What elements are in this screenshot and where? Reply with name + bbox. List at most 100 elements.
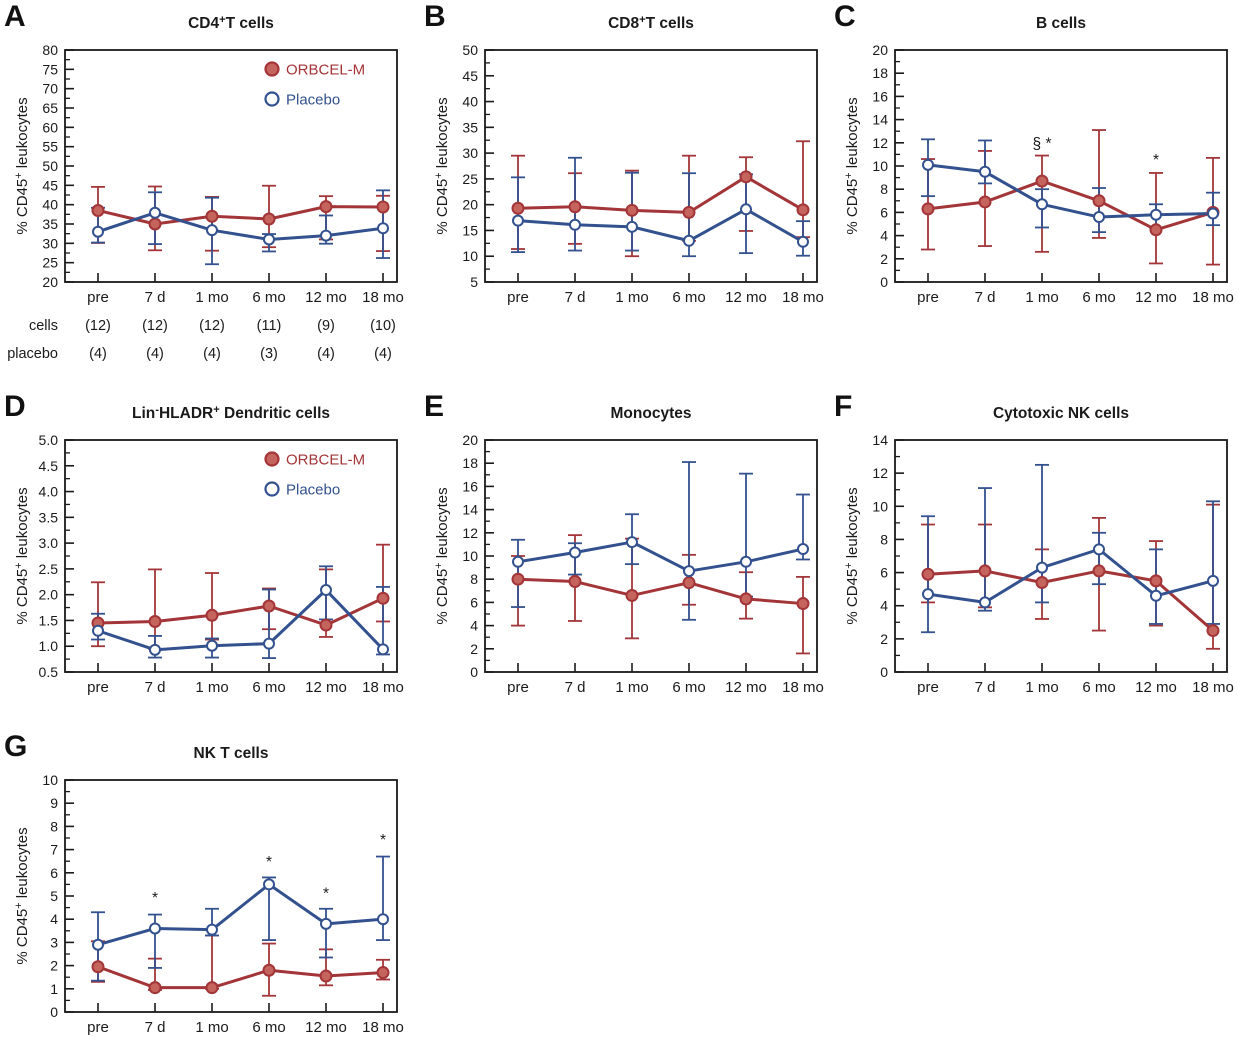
y-tick-label: 6 <box>880 565 888 581</box>
y-tick-label: 14 <box>872 112 888 128</box>
series-line-orbcel-m <box>517 175 804 214</box>
y-tick-label: 1.0 <box>39 638 59 654</box>
x-tick-label: 18 mo <box>362 679 404 696</box>
svg-text:% CD45+ leukocytes: % CD45+ leukocytes <box>433 97 451 234</box>
x-tick-label: pre <box>87 1019 109 1036</box>
legend-marker-placebo <box>264 91 280 107</box>
series-markers-placebo <box>92 878 389 951</box>
series-markers-placebo <box>922 543 1219 609</box>
y-tick-label: 30 <box>42 235 58 251</box>
y-tick-label: 3.5 <box>39 509 59 525</box>
panel-letter-e: E <box>424 390 445 423</box>
panel-letter-g: G <box>4 730 28 763</box>
annotations: § * * <box>1033 136 1160 169</box>
significance-marker: * <box>1153 152 1159 169</box>
svg-text:B cells: B cells <box>1036 15 1086 32</box>
error-bars-placebo <box>921 138 1220 234</box>
series-line-orbcel-m <box>97 596 384 627</box>
series-line-placebo <box>97 588 385 652</box>
y-tick-label: 5 <box>470 274 478 290</box>
x-tick-label: pre <box>917 679 939 696</box>
panel-letter-d: D <box>4 390 26 423</box>
y-tick-label: 35 <box>42 216 58 232</box>
y-axis: 0 2 4 6 8 10 12 14 16 18 20 <box>462 432 494 680</box>
series-line-orbcel-m <box>927 569 1214 632</box>
panel-dendritic-cells: D Lin-HLADR+ Dendritic cells 0.5 1.0 1.5 2.0… <box>0 390 412 702</box>
x-tick-label: 7 d <box>145 1019 166 1036</box>
counts-value: (4) <box>89 346 107 362</box>
counts-table: cells (12) (12) (12) (11) (9) (10) placebo (4) (4… <box>7 318 396 362</box>
svg-text:% CD45+ leukocytes: % CD45+ leukocytes <box>13 827 31 964</box>
svg-text:% CD45+ leukocytes: % CD45+ leukocytes <box>13 487 31 624</box>
y-tick-label: 5.0 <box>39 432 59 448</box>
x-tick-label: 12 mo <box>725 679 767 696</box>
svg-text:CD8+T cells: CD8+T cells <box>608 14 694 32</box>
x-tick-label: 18 mo <box>1192 679 1234 696</box>
x-tick-label: 7 d <box>975 289 996 306</box>
cd4-t-cells-chart: CD4+T cells 20 25 30 35 40 45 50 55 60 65 70 75 80 pre… <box>7 14 404 362</box>
counts-value: (10) <box>370 318 396 334</box>
counts-value: (4) <box>317 346 335 362</box>
significance-marker: * <box>266 854 272 871</box>
panel-monocytes: E Monocytes 0 2 4 6 8 10 12 14 16 18 20 pre 7 d 1 mo 6 … <box>420 390 832 702</box>
legend: ORBCEL-M Placebo <box>264 451 365 499</box>
nk-t-cells-chart: NK T cells 0 1 2 3 4 5 6 7 8 9 10 pre 7 d 1 mo 6 mo 12 m… <box>13 745 404 1036</box>
series-line-placebo <box>97 211 384 241</box>
plot-frame <box>64 49 398 283</box>
x-tick-label: 12 mo <box>305 679 347 696</box>
legend-marker-orbcel-m <box>264 451 280 467</box>
y-tick-label: 60 <box>42 119 58 135</box>
y-tick-label: 80 <box>42 42 58 58</box>
y-tick-label: 2.0 <box>39 587 59 603</box>
x-tick-label: 6 mo <box>1082 679 1115 696</box>
x-tick-label: 18 mo <box>362 1019 404 1036</box>
series-markers-placebo <box>92 584 389 656</box>
plot-frame <box>484 49 818 283</box>
panel-title: CD4+T cells <box>188 14 274 32</box>
x-tick-label: pre <box>87 289 109 306</box>
series-markers-orbcel-m <box>91 200 390 231</box>
y-axis-label: % CD45+ leukocytes <box>13 487 31 624</box>
y-axis-label: % CD45+ leukocytes <box>843 97 861 234</box>
svg-text:CD4+T cells: CD4+T cells <box>188 14 274 32</box>
y-tick-label: 18 <box>872 65 888 81</box>
y-tick-label: 6 <box>50 865 58 881</box>
y-tick-label: 20 <box>462 432 478 448</box>
panel-title: CD8+T cells <box>608 14 694 32</box>
panel-b-cells: C B cells 0 2 4 6 8 10 12 14 16 18 20 pre 7 d 1 mo 6 mo… <box>830 0 1243 340</box>
y-tick-label: 35 <box>462 119 478 135</box>
x-tick-label: 7 d <box>565 289 586 306</box>
y-tick-label: 8 <box>50 818 58 834</box>
series-line-placebo <box>927 547 1214 604</box>
annotations: * * * * <box>152 832 386 907</box>
y-tick-label: 0 <box>470 664 478 680</box>
series-markers-orbcel-m <box>511 572 810 611</box>
panel-letter-b: B <box>424 0 446 33</box>
y-tick-label: 4.5 <box>39 458 59 474</box>
significance-marker: * <box>323 885 329 902</box>
panel-letter-f: F <box>834 390 853 423</box>
y-tick-label: 2 <box>880 251 888 267</box>
error-bars-placebo <box>91 189 390 266</box>
y-tick-label: 40 <box>462 94 478 110</box>
x-axis: pre 7 d 1 mo 6 mo 12 mo 18 mo <box>917 273 1234 306</box>
svg-text:Cytotoxic NK cells: Cytotoxic NK cells <box>993 405 1129 422</box>
x-axis: pre 7 d 1 mo 6 mo 12 mo 18 mo <box>87 663 404 696</box>
y-tick-label: 12 <box>462 525 478 541</box>
y-tick-label: 8 <box>880 181 888 197</box>
y-tick-label: 4 <box>880 598 888 614</box>
series-line-orbcel-m <box>97 965 384 990</box>
y-tick-label: 50 <box>42 158 58 174</box>
y-tick-label: 25 <box>462 171 478 187</box>
counts-value: (12) <box>142 318 168 334</box>
y-axis-label: % CD45+ leukocytes <box>843 487 861 624</box>
x-tick-label: 12 mo <box>305 1019 347 1036</box>
dendritic-cells-chart: Lin-HLADR+ Dendritic cells 0.5 1.0 1.5 2.0 2.… <box>13 404 404 696</box>
x-tick-label: 6 mo <box>252 679 285 696</box>
svg-text:Monocytes: Monocytes <box>611 405 692 422</box>
y-axis-label: % CD45+ leukocytes <box>13 97 31 234</box>
y-axis: 0 2 4 6 8 10 12 14 16 18 20 <box>872 42 904 290</box>
y-axis: 5 10 15 20 25 30 35 40 45 50 <box>462 42 494 290</box>
series-line-placebo <box>517 540 804 573</box>
series-line-orbcel-m <box>927 179 1214 232</box>
